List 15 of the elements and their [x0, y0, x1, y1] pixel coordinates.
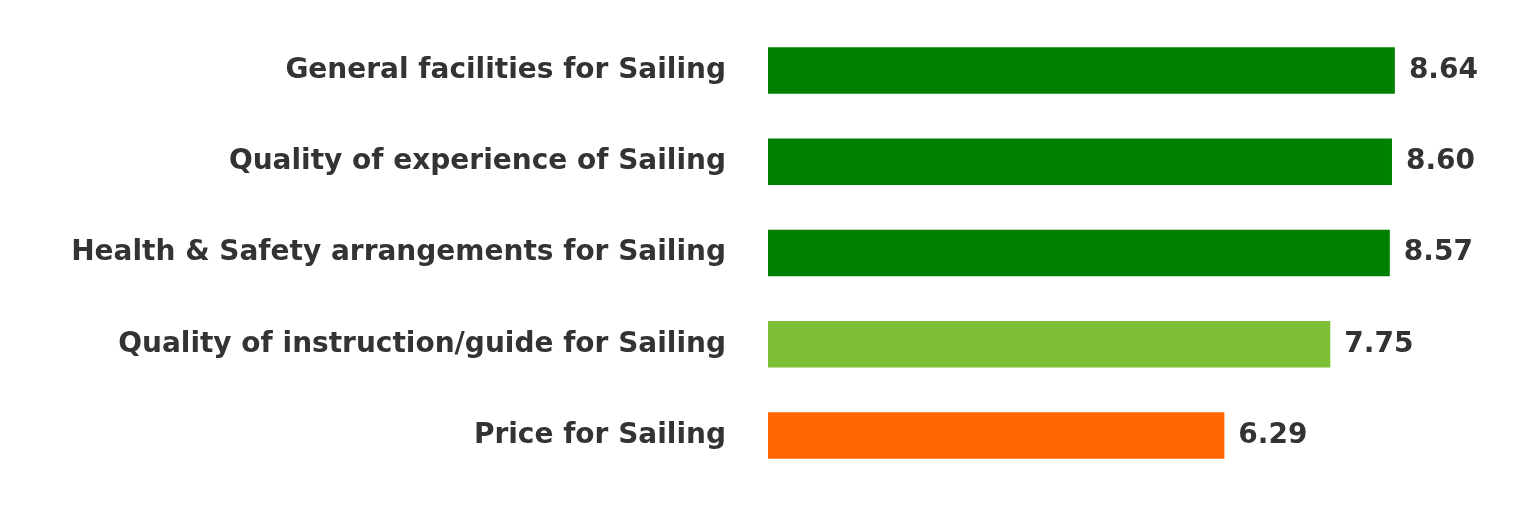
- y-tick-label: Health & Safety arrangements for Sailing: [71, 234, 726, 268]
- y-tick-label: General facilities for Sailing: [285, 51, 726, 85]
- bar: [768, 138, 1392, 185]
- bar: [768, 412, 1225, 459]
- data-label: 7.75: [1344, 325, 1414, 359]
- data-label: 6.29: [1238, 416, 1308, 450]
- y-tick-label: Quality of instruction/guide for Sailing: [118, 325, 726, 359]
- y-tick-label: Quality of experience of Sailing: [228, 143, 726, 176]
- data-label: 8.64: [1408, 51, 1478, 85]
- data-label: 8.57: [1403, 234, 1473, 268]
- bar: [768, 47, 1395, 94]
- bar: [768, 321, 1331, 368]
- data-label: 8.60: [1405, 143, 1476, 176]
- bar: [768, 229, 1390, 277]
- y-tick-label: Price for Sailing: [473, 416, 726, 450]
